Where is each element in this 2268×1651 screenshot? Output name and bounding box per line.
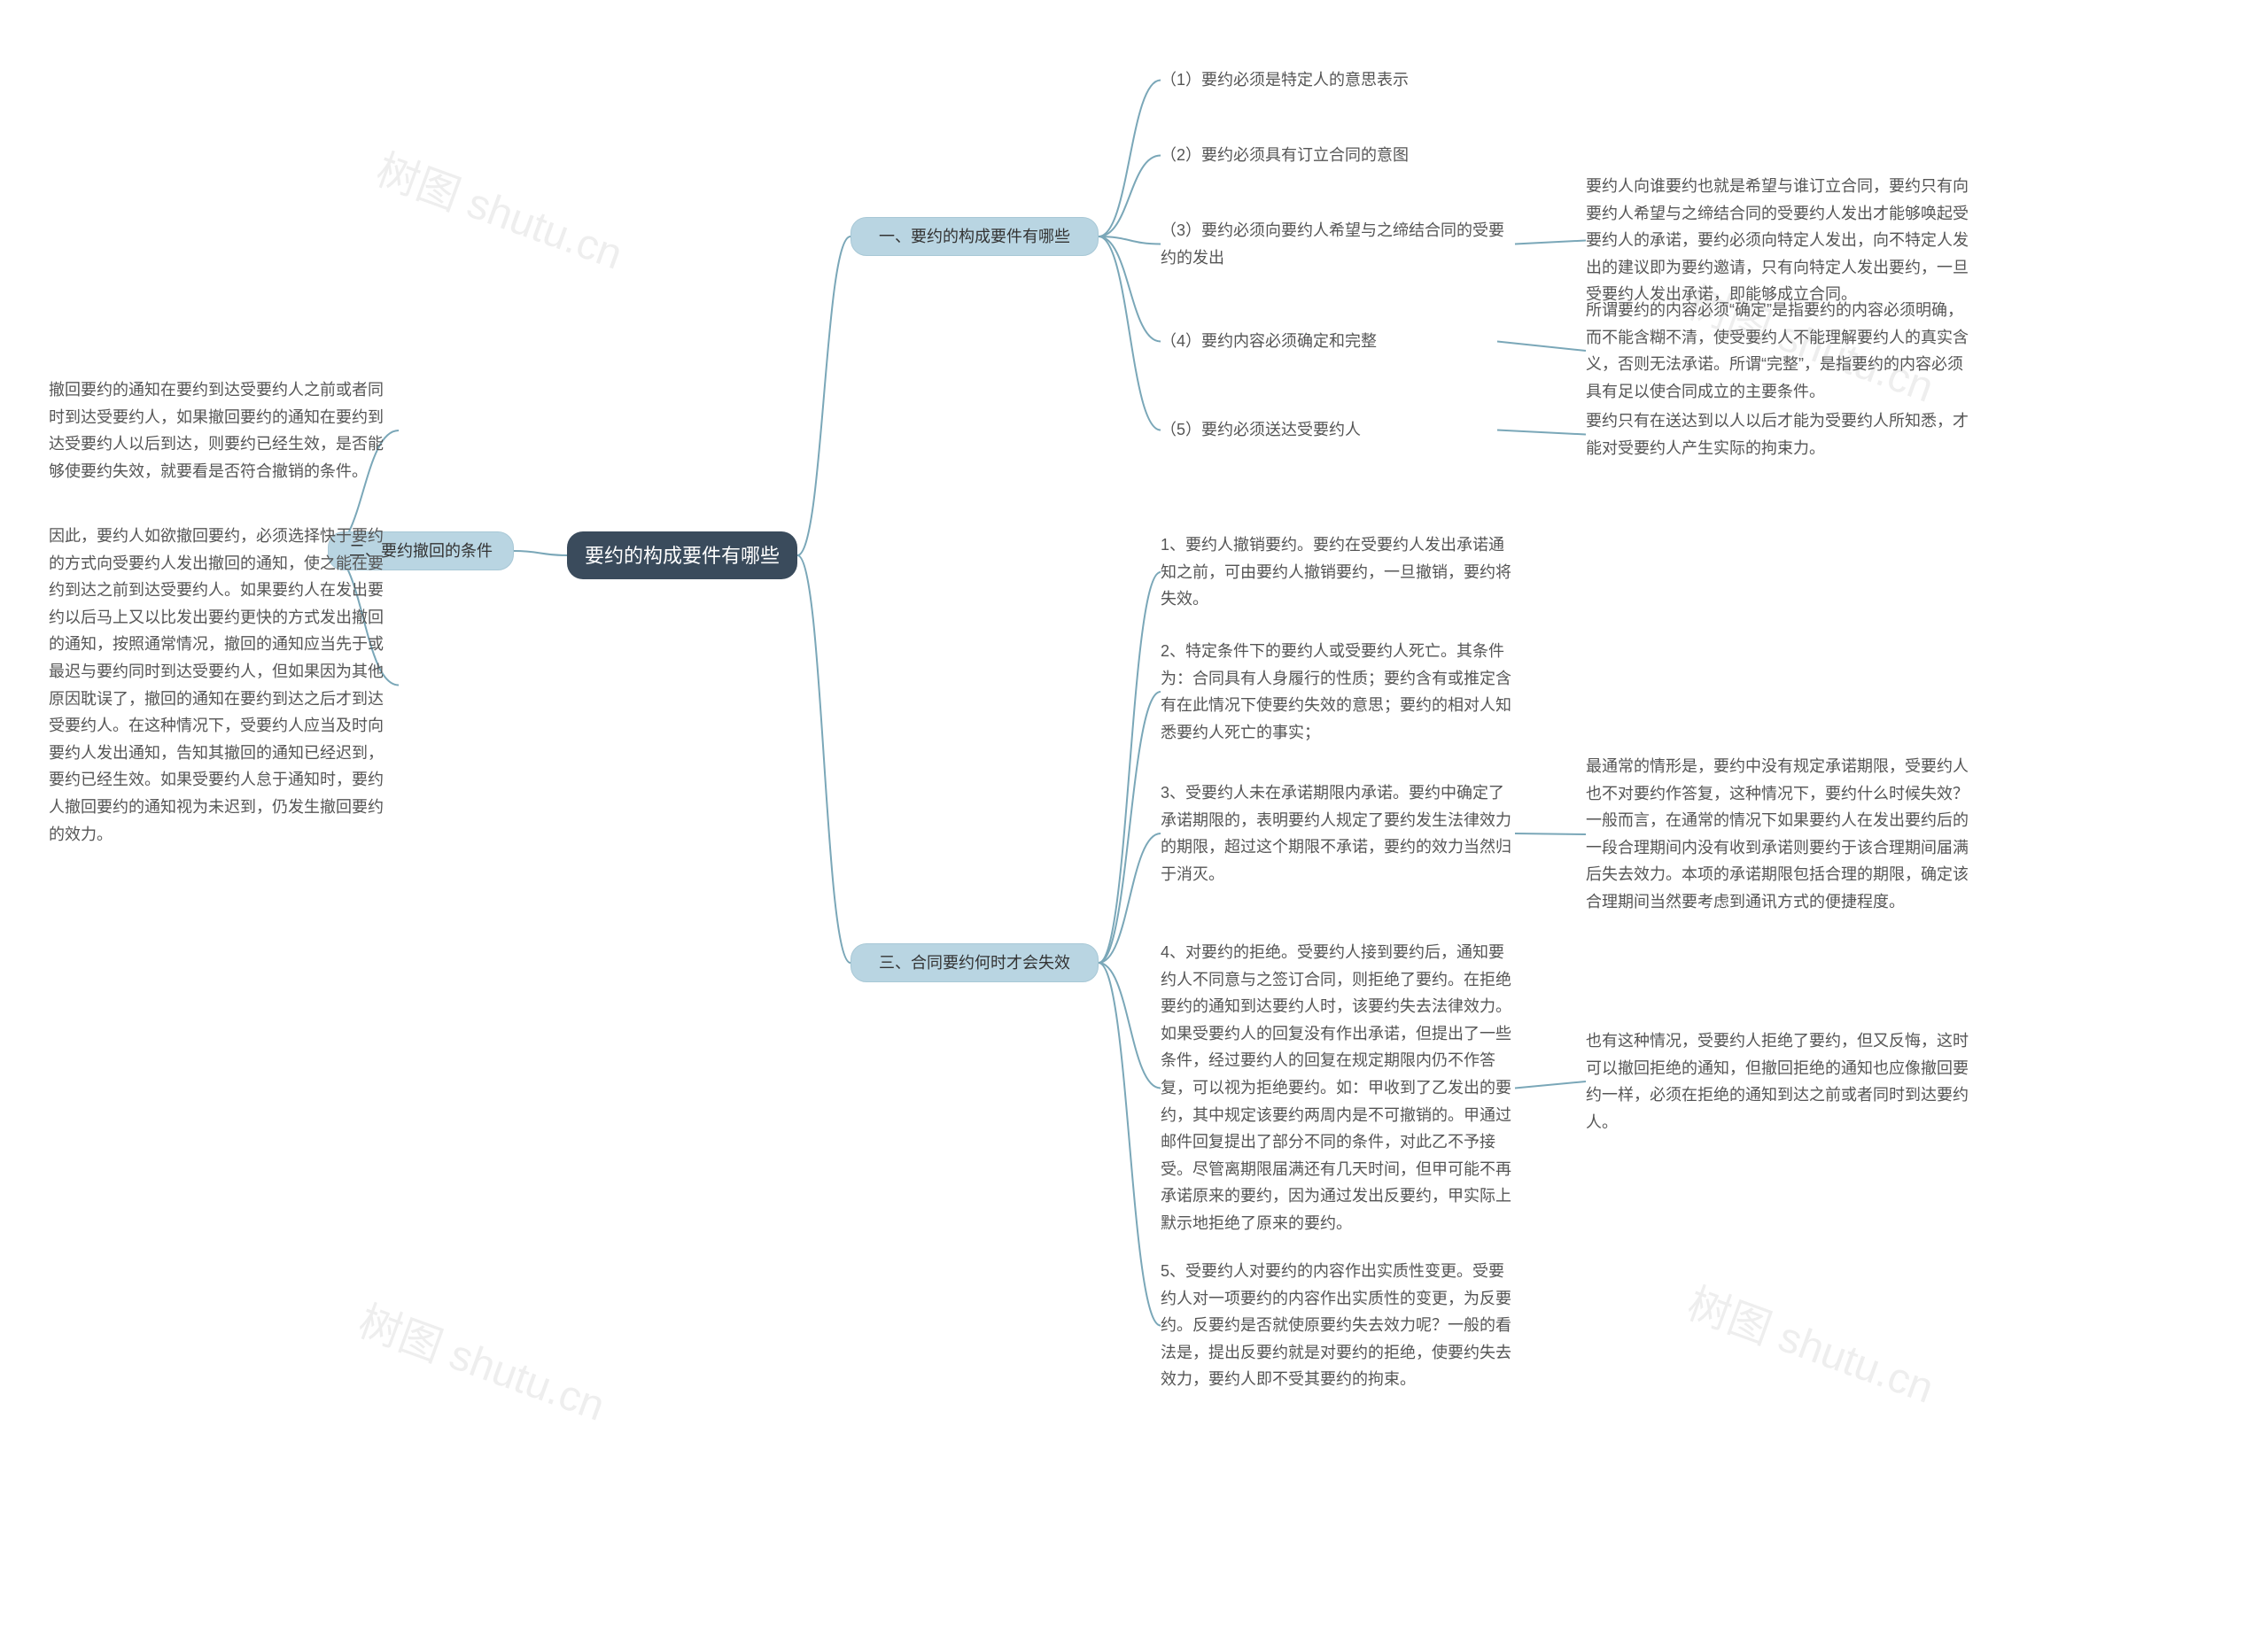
leaf-s3-4-detail: 也有这种情况，受要约人拒绝了要约，但又反悔，这时可以撤回拒绝的通知，但撤回拒绝的… bbox=[1586, 1027, 1976, 1136]
leaf-s1-3-detail: 要约人向谁要约也就是希望与谁订立合同，要约只有向要约人希望与之缔结合同的受要约人… bbox=[1586, 173, 1976, 308]
leaf-s3-3: 3、受要约人未在承诺期限内承诺。要约中确定了承诺期限的，表明要约人规定了要约发生… bbox=[1161, 779, 1515, 888]
watermark: 树图 shutu.cn bbox=[352, 1286, 615, 1432]
leaf-s2-1: 撤回要约的通知在要约到达受要约人之前或者同时到达受要约人，如果撤回要约的通知在要… bbox=[49, 376, 399, 484]
leaf-s1-5: （5）要约必须送达受要约人 bbox=[1161, 416, 1497, 444]
leaf-s2-2: 因此，要约人如欲撤回要约，必须选择快于要约的方式向受要约人发出撤回的通知，使之能… bbox=[49, 523, 399, 848]
leaf-s1-4-detail: 所谓要约的内容必须“确定”是指要约的内容必须明确，而不能含糊不清，使受要约人不能… bbox=[1586, 297, 1976, 405]
leaf-s3-5: 5、受要约人对要约的内容作出实质性变更。受要约人对一项要约的内容作出实质性的变更… bbox=[1161, 1258, 1515, 1393]
leaf-s1-1: （1）要约必须是特定人的意思表示 bbox=[1161, 66, 1497, 94]
leaf-s1-5-detail: 要约只有在送达到以人以后才能为受要约人所知悉，才能对受要约人产生实际的拘束力。 bbox=[1586, 407, 1976, 461]
root-node: 要约的构成要件有哪些 bbox=[567, 531, 797, 579]
branch-constituent-elements: 一、要约的构成要件有哪些 bbox=[850, 217, 1099, 256]
leaf-s3-3-detail: 最通常的情形是，要约中没有规定承诺期限，受要约人也不对要约作答复，这种情况下，要… bbox=[1586, 753, 1976, 916]
leaf-s1-2: （2）要约必须具有订立合同的意图 bbox=[1161, 142, 1497, 169]
watermark: 树图 shutu.cn bbox=[1681, 1268, 1944, 1415]
watermark: 树图 shutu.cn bbox=[369, 135, 633, 281]
leaf-s1-4: （4）要约内容必须确定和完整 bbox=[1161, 328, 1497, 355]
leaf-s3-4: 4、对要约的拒绝。受要约人接到要约后，通知要约人不同意与之签订合同，则拒绝了要约… bbox=[1161, 939, 1515, 1237]
branch-when-invalid: 三、合同要约何时才会失效 bbox=[850, 943, 1099, 982]
leaf-s3-1: 1、要约人撤销要约。要约在受要约人发出承诺通知之前，可由要约人撤销要约，一旦撤销… bbox=[1161, 531, 1515, 613]
leaf-s3-2: 2、特定条件下的要约人或受要约人死亡。其条件为：合同具有人身履行的性质；要约含有… bbox=[1161, 638, 1515, 746]
leaf-s1-3: （3）要约必须向要约人希望与之缔结合同的受要约的发出 bbox=[1161, 217, 1515, 271]
